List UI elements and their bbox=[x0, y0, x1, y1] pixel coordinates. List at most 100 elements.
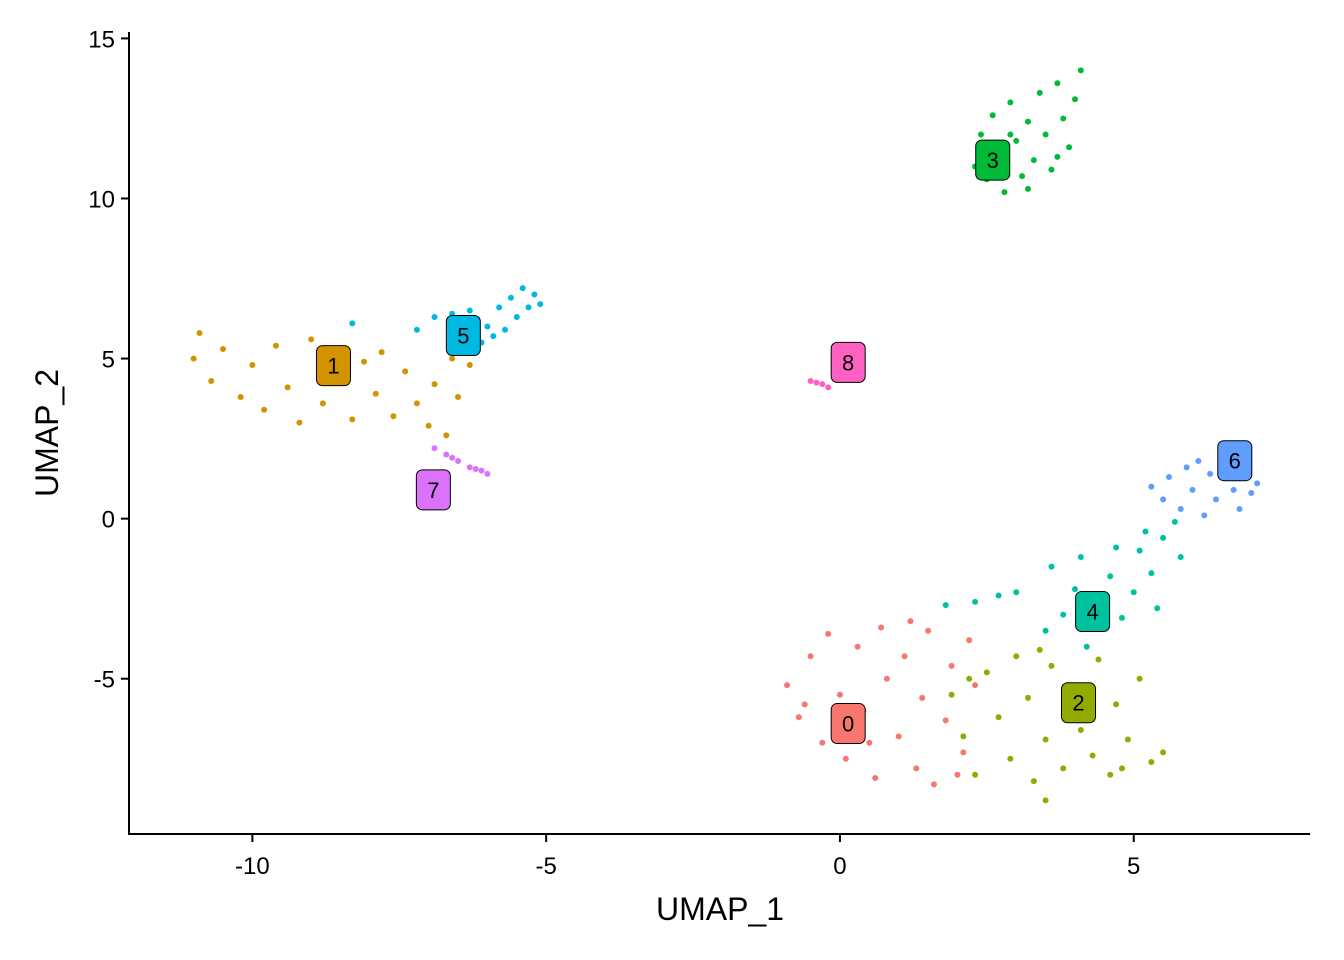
point bbox=[319, 400, 326, 407]
point bbox=[1148, 758, 1155, 765]
point bbox=[960, 749, 967, 756]
point bbox=[942, 717, 949, 724]
point bbox=[866, 739, 873, 746]
cluster-label-box bbox=[975, 139, 1011, 181]
point bbox=[372, 390, 379, 397]
point bbox=[443, 451, 450, 458]
x-axis-label: UMAP_1 bbox=[656, 891, 784, 927]
y-tick-label: 0 bbox=[102, 507, 115, 534]
point bbox=[1113, 544, 1120, 551]
point bbox=[883, 675, 890, 682]
point bbox=[1042, 131, 1049, 138]
point bbox=[208, 377, 215, 384]
point bbox=[948, 691, 955, 698]
point bbox=[913, 765, 920, 772]
point bbox=[1054, 153, 1061, 160]
x-tick-label: -10 bbox=[235, 853, 270, 880]
point bbox=[836, 691, 843, 698]
point bbox=[972, 682, 979, 689]
point bbox=[1142, 528, 1149, 535]
point bbox=[983, 669, 990, 676]
point bbox=[1019, 173, 1026, 180]
point bbox=[842, 755, 849, 762]
point bbox=[220, 345, 227, 352]
cluster-label-box bbox=[445, 315, 481, 357]
cluster bbox=[948, 646, 1167, 804]
cluster-label: 3 bbox=[987, 148, 999, 173]
point bbox=[1212, 496, 1219, 503]
point bbox=[449, 454, 456, 461]
point bbox=[1148, 483, 1155, 490]
point bbox=[1077, 726, 1084, 733]
point bbox=[966, 637, 973, 644]
point bbox=[1071, 96, 1078, 103]
point bbox=[196, 329, 203, 336]
point bbox=[1077, 67, 1084, 74]
cluster-label-box bbox=[830, 341, 866, 383]
point bbox=[960, 733, 967, 740]
y-tick-label: 5 bbox=[102, 347, 115, 374]
point bbox=[466, 361, 473, 368]
point bbox=[1160, 496, 1167, 503]
point bbox=[1130, 589, 1137, 596]
point bbox=[378, 349, 385, 356]
point bbox=[502, 326, 509, 333]
point bbox=[1024, 185, 1031, 192]
point bbox=[813, 379, 820, 386]
point bbox=[1154, 605, 1161, 612]
point bbox=[1236, 506, 1243, 513]
point bbox=[455, 458, 462, 465]
point bbox=[1060, 765, 1067, 772]
point bbox=[1136, 675, 1143, 682]
point bbox=[1230, 486, 1237, 493]
point bbox=[496, 304, 503, 311]
point bbox=[872, 774, 879, 781]
point bbox=[1001, 189, 1008, 196]
cluster-label-box bbox=[1217, 440, 1253, 482]
point bbox=[825, 630, 832, 637]
point bbox=[825, 384, 832, 391]
point bbox=[1042, 736, 1049, 743]
point bbox=[977, 131, 984, 138]
point bbox=[1042, 797, 1049, 804]
point bbox=[261, 406, 268, 413]
point bbox=[478, 467, 485, 474]
point bbox=[513, 313, 520, 320]
point bbox=[402, 368, 409, 375]
point bbox=[296, 419, 303, 426]
point bbox=[1160, 534, 1167, 541]
cluster-label: 1 bbox=[327, 354, 339, 379]
point bbox=[966, 675, 973, 682]
cluster-label: 2 bbox=[1072, 691, 1084, 716]
point bbox=[1036, 89, 1043, 96]
y-tick-label: 10 bbox=[88, 186, 115, 213]
y-axis-label: UMAP_2 bbox=[29, 369, 65, 497]
point bbox=[1066, 144, 1073, 151]
point bbox=[190, 355, 197, 362]
point bbox=[1030, 157, 1037, 164]
point bbox=[1189, 486, 1196, 493]
point bbox=[308, 336, 315, 343]
x-tick-label: 5 bbox=[1127, 853, 1140, 880]
point bbox=[1024, 118, 1031, 125]
point bbox=[237, 393, 244, 400]
point bbox=[1007, 99, 1014, 106]
point bbox=[1013, 653, 1020, 660]
point bbox=[1071, 586, 1078, 593]
point bbox=[1160, 749, 1167, 756]
point bbox=[954, 771, 961, 778]
point bbox=[361, 358, 368, 365]
point bbox=[1107, 771, 1114, 778]
point bbox=[1013, 137, 1020, 144]
point bbox=[1077, 554, 1084, 561]
point bbox=[1201, 512, 1208, 519]
point bbox=[919, 694, 926, 701]
point bbox=[1254, 480, 1261, 487]
cluster-label: 5 bbox=[457, 324, 469, 349]
cluster bbox=[942, 518, 1184, 650]
cluster bbox=[190, 329, 473, 439]
point bbox=[1118, 765, 1125, 772]
point bbox=[972, 771, 979, 778]
point bbox=[1124, 736, 1131, 743]
point bbox=[1118, 614, 1125, 621]
